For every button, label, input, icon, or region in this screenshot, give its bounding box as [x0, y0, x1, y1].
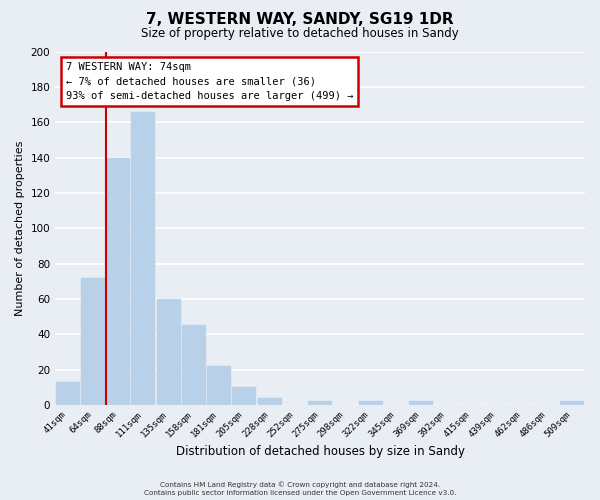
Bar — [308, 402, 332, 405]
Bar — [409, 402, 433, 405]
X-axis label: Distribution of detached houses by size in Sandy: Distribution of detached houses by size … — [176, 444, 464, 458]
Y-axis label: Number of detached properties: Number of detached properties — [15, 140, 25, 316]
Text: 7, WESTERN WAY, SANDY, SG19 1DR: 7, WESTERN WAY, SANDY, SG19 1DR — [146, 12, 454, 28]
Text: Contains public sector information licensed under the Open Government Licence v3: Contains public sector information licen… — [144, 490, 456, 496]
Bar — [157, 299, 181, 405]
Bar — [207, 366, 231, 405]
Text: Size of property relative to detached houses in Sandy: Size of property relative to detached ho… — [141, 28, 459, 40]
Bar — [560, 402, 584, 405]
Bar — [359, 402, 383, 405]
Bar — [81, 278, 105, 405]
Bar — [232, 387, 256, 405]
Text: 7 WESTERN WAY: 74sqm
← 7% of detached houses are smaller (36)
93% of semi-detach: 7 WESTERN WAY: 74sqm ← 7% of detached ho… — [66, 62, 353, 101]
Bar — [56, 382, 80, 405]
Bar — [257, 398, 281, 405]
Bar — [106, 158, 130, 405]
Bar — [182, 326, 206, 405]
Text: Contains HM Land Registry data © Crown copyright and database right 2024.: Contains HM Land Registry data © Crown c… — [160, 481, 440, 488]
Bar — [131, 112, 155, 405]
